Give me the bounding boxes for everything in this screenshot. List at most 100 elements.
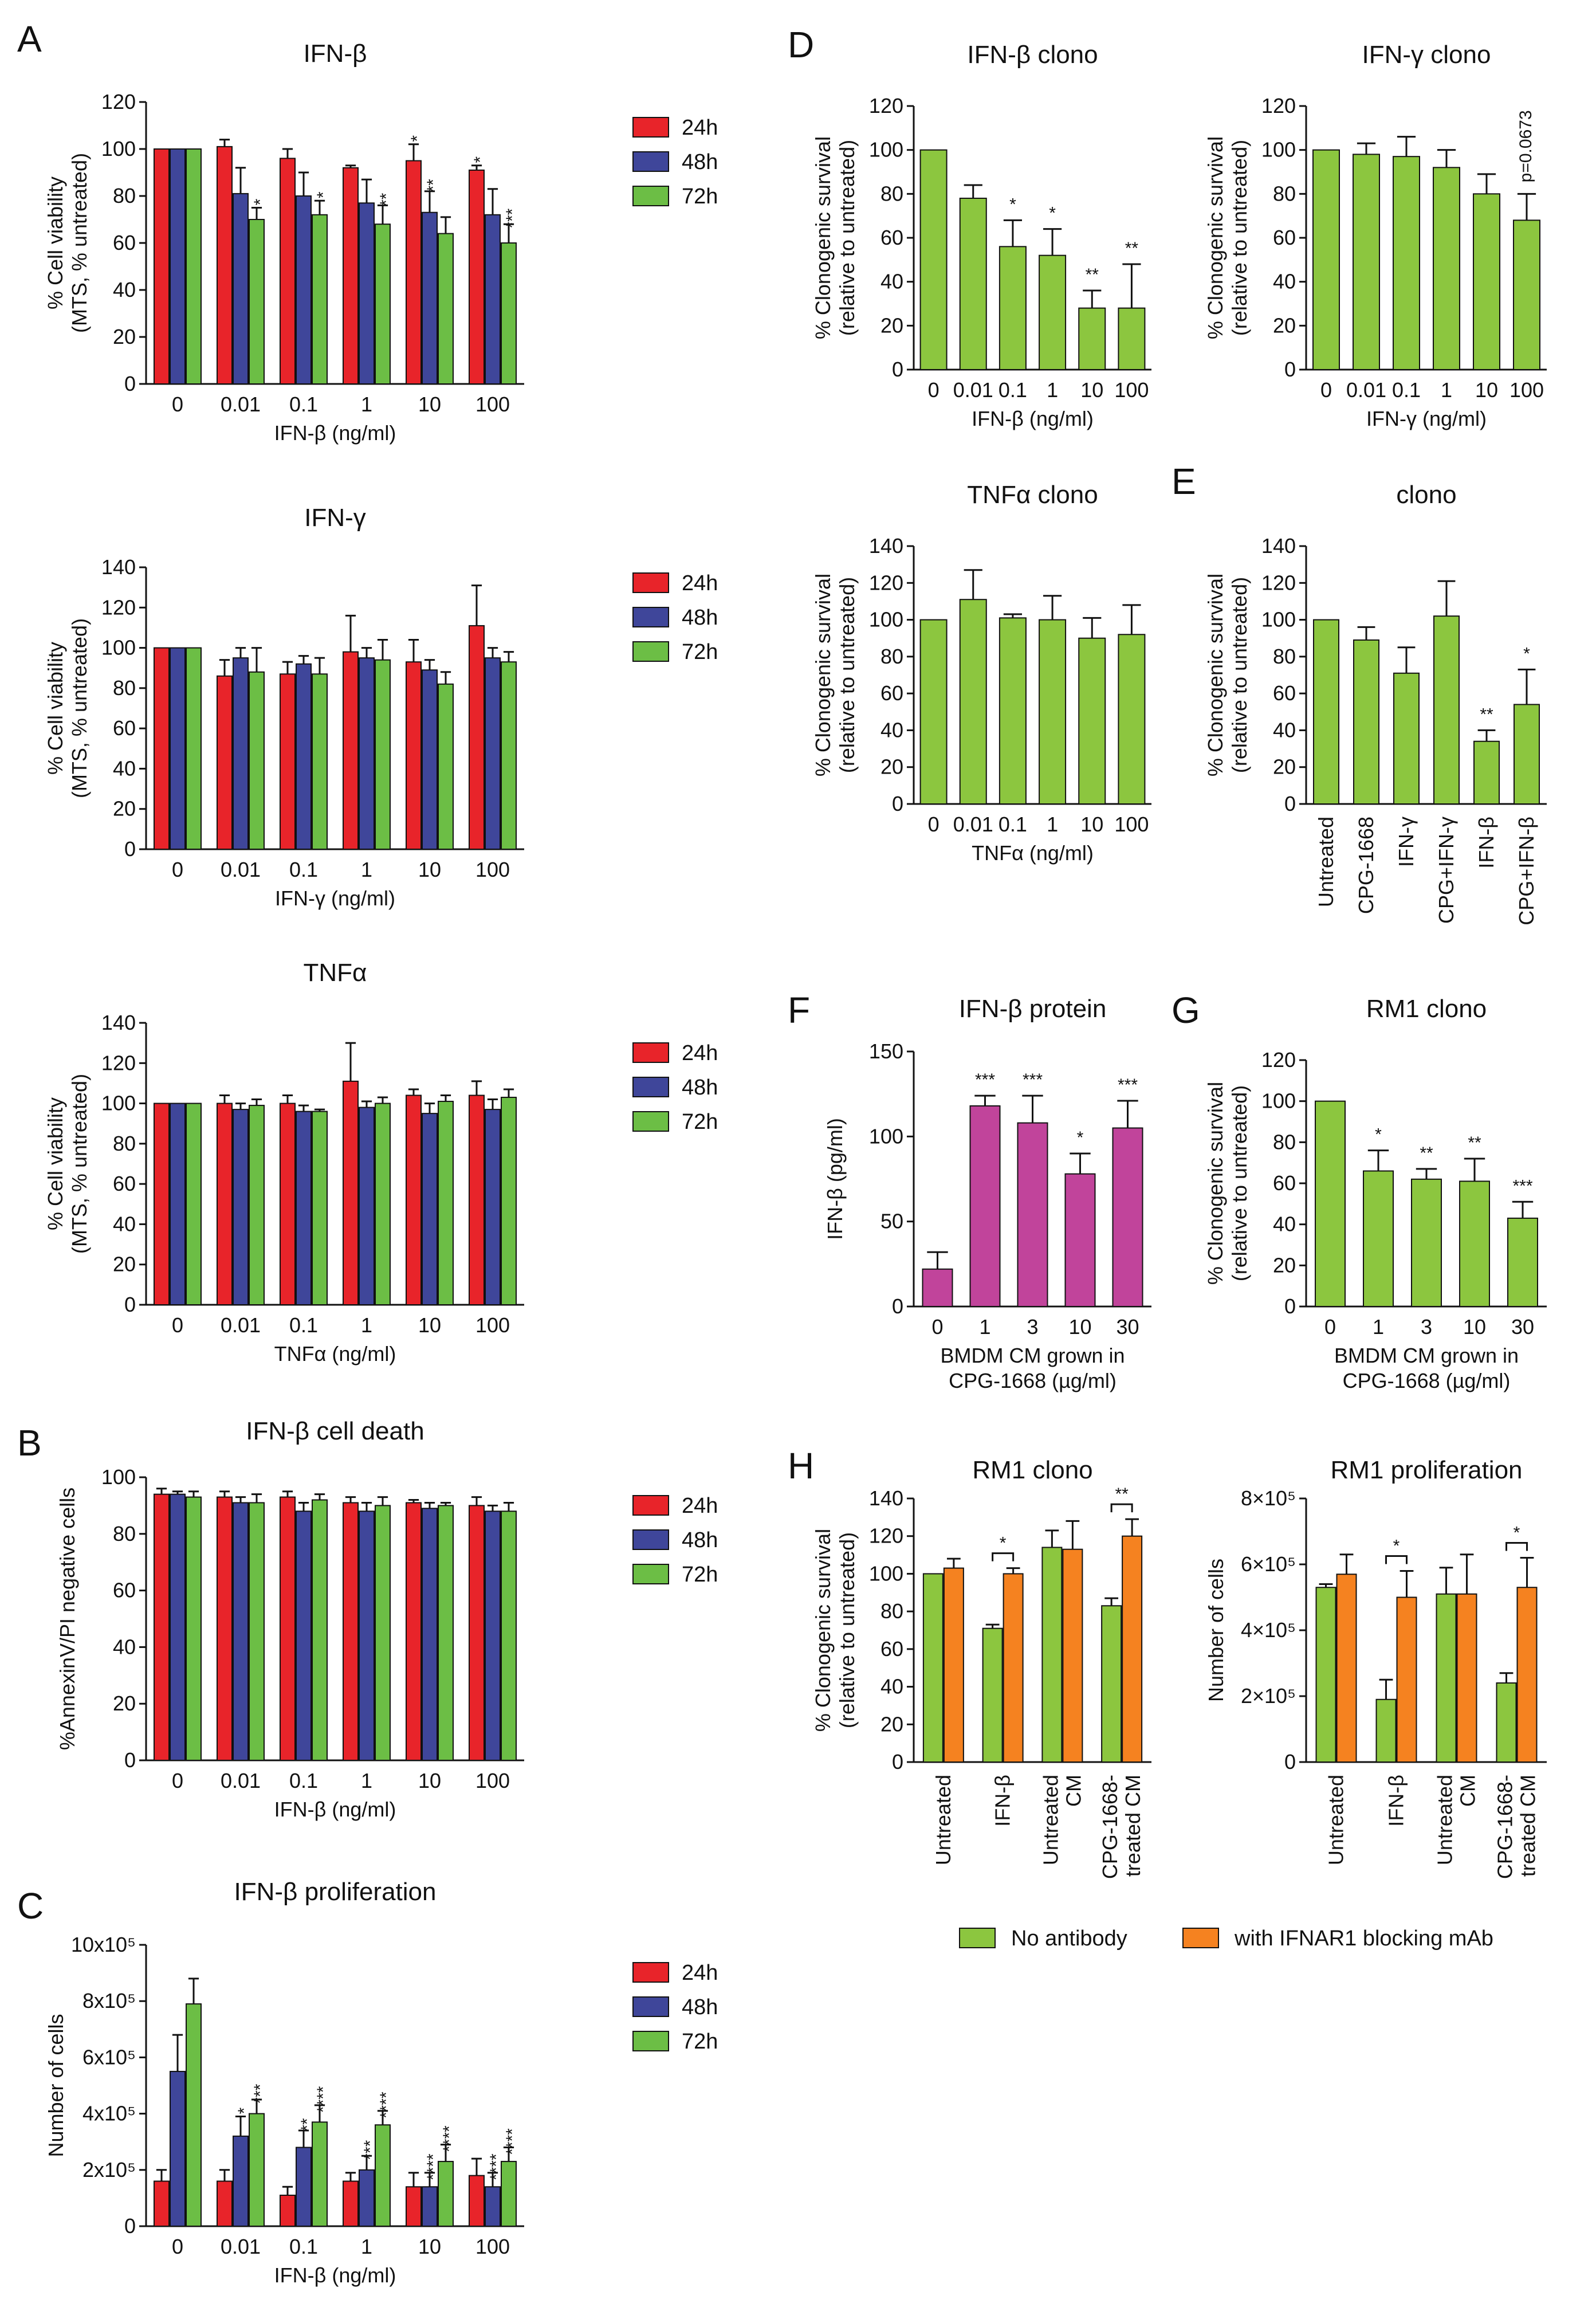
legend-label: No antibody (1011, 1927, 1127, 1951)
bar (422, 669, 438, 850)
x-tick-label: 10 (418, 1313, 441, 1337)
bar (422, 1113, 438, 1305)
x-tick-label: 0.1 (289, 1313, 318, 1337)
bar (296, 195, 312, 384)
significance-stars: * (1375, 1125, 1382, 1144)
bar (1473, 193, 1500, 370)
y-tick-label: 20 (113, 1692, 136, 1715)
legend-label: 48h (682, 1995, 718, 2019)
x-tick-label: 1 (361, 1313, 372, 1337)
y-tick-label: 150 (869, 1039, 903, 1063)
bar (438, 683, 454, 850)
legend-label: with IFNAR1 blocking mAb (1234, 1927, 1493, 1951)
legend-label: 48h (682, 606, 718, 630)
panel-label: E (1172, 461, 1196, 502)
x-tick-label: CM (1456, 1775, 1480, 1807)
y-tick-label: 120 (101, 595, 136, 619)
chart-c: C IFN-β proliferation 0 2x10⁵ 4x10⁵ 6x10⁵ 8x10… (17, 1878, 718, 2287)
y-tick-label: 20 (880, 1712, 903, 1736)
bar (999, 617, 1027, 805)
y-tick-label: 40 (880, 270, 903, 293)
x-axis-label: BMDM CM grown in (940, 1344, 1125, 1367)
bar (1514, 704, 1540, 805)
bar (1516, 1587, 1538, 1763)
x-tick-label: 0.01 (221, 393, 261, 416)
y-axis-label: (relative to untreated) (835, 1532, 859, 1728)
legend-label: 24h (682, 1961, 718, 1985)
bar (280, 2194, 296, 2227)
x-tick-label: 30 (1511, 1315, 1534, 1339)
y-axis-label: % Cell viability (44, 642, 67, 775)
bar (1433, 167, 1460, 370)
y-tick-label: 40 (1273, 270, 1296, 293)
x-tick-label: 0 (1320, 378, 1332, 402)
y-tick-label: 4×10⁵ (1241, 1618, 1296, 1642)
x-tick-label: 0.1 (999, 378, 1027, 402)
bar (1101, 1605, 1122, 1763)
y-tick-label: 40 (113, 278, 136, 301)
bar (280, 158, 296, 384)
legend-label: 48h (682, 150, 718, 174)
y-tick-label: 0 (892, 792, 903, 815)
chart-title: IFN-β proliferation (234, 1878, 437, 1906)
y-tick-label: 60 (880, 226, 903, 249)
y-axis-label: (relative to untreated) (1228, 140, 1251, 336)
y-tick-label: 60 (880, 681, 903, 705)
x-tick-label: Untreated (1039, 1775, 1062, 1865)
x-tick-label: 100 (475, 858, 510, 881)
x-axis-label: CPG-1668 (µg/ml) (1343, 1369, 1511, 1392)
bar (217, 1102, 233, 1305)
y-axis-label: % Clonogenic survival (811, 1529, 835, 1732)
x-tick-label: CPG+IFN-β (1515, 817, 1538, 925)
y-axis-label: % Clonogenic survival (811, 136, 835, 339)
significance-stars: ** (1420, 1144, 1433, 1163)
y-axis-label: (relative to untreated) (835, 140, 859, 336)
y-axis-label: % Clonogenic survival (811, 574, 835, 776)
x-tick-label: 0 (172, 1313, 183, 1337)
bar (1315, 1587, 1336, 1763)
x-tick-label: 0.1 (289, 2235, 318, 2258)
y-tick-label: 8x10⁵ (82, 1989, 136, 2012)
y-tick-label: 6×10⁵ (1241, 1552, 1296, 1576)
chart-title: IFN-β clono (967, 41, 1098, 69)
x-tick-label: IFN-γ (1394, 817, 1418, 867)
bar (1062, 1548, 1083, 1763)
x-tick-label: 1 (1441, 378, 1452, 402)
bar (359, 1510, 375, 1761)
bar (233, 1502, 249, 1761)
y-tick-label: 120 (869, 571, 903, 594)
legend-label: 72h (682, 185, 718, 209)
y-axis-label: (relative to untreated) (1228, 1085, 1251, 1281)
bar (438, 1101, 454, 1305)
chart-title: IFN-γ clono (1362, 41, 1491, 69)
y-tick-label: 0 (124, 2214, 136, 2238)
y-tick-label: 60 (113, 716, 136, 740)
x-tick-label: 3 (1421, 1315, 1432, 1339)
legend-swatch (632, 572, 669, 593)
x-tick-label: 0.1 (289, 393, 318, 416)
y-tick-label: 100 (869, 608, 903, 631)
y-tick-label: 80 (113, 1522, 136, 1545)
x-axis-label: BMDM CM grown in (1334, 1344, 1519, 1367)
y-tick-label: 80 (113, 1132, 136, 1155)
chart-title: IFN-β (304, 40, 367, 68)
legend-swatch (632, 1077, 669, 1097)
bar (1039, 254, 1067, 370)
panel-label: H (788, 1445, 814, 1486)
x-tick-label: 0 (172, 2235, 183, 2258)
x-tick-label: 1 (361, 2235, 372, 2258)
bar (280, 1496, 296, 1761)
x-tick-label: 0.01 (221, 2235, 261, 2258)
x-axis-label: TNFα (ng/ml) (972, 841, 1094, 865)
y-tick-label: 80 (880, 1599, 903, 1623)
bar (1436, 1593, 1457, 1763)
significance-stars: * (314, 191, 333, 198)
bar (312, 1499, 328, 1761)
y-tick-label: 20 (113, 325, 136, 348)
y-tick-label: 0 (1284, 1750, 1296, 1774)
x-tick-label: 30 (1116, 1315, 1139, 1339)
